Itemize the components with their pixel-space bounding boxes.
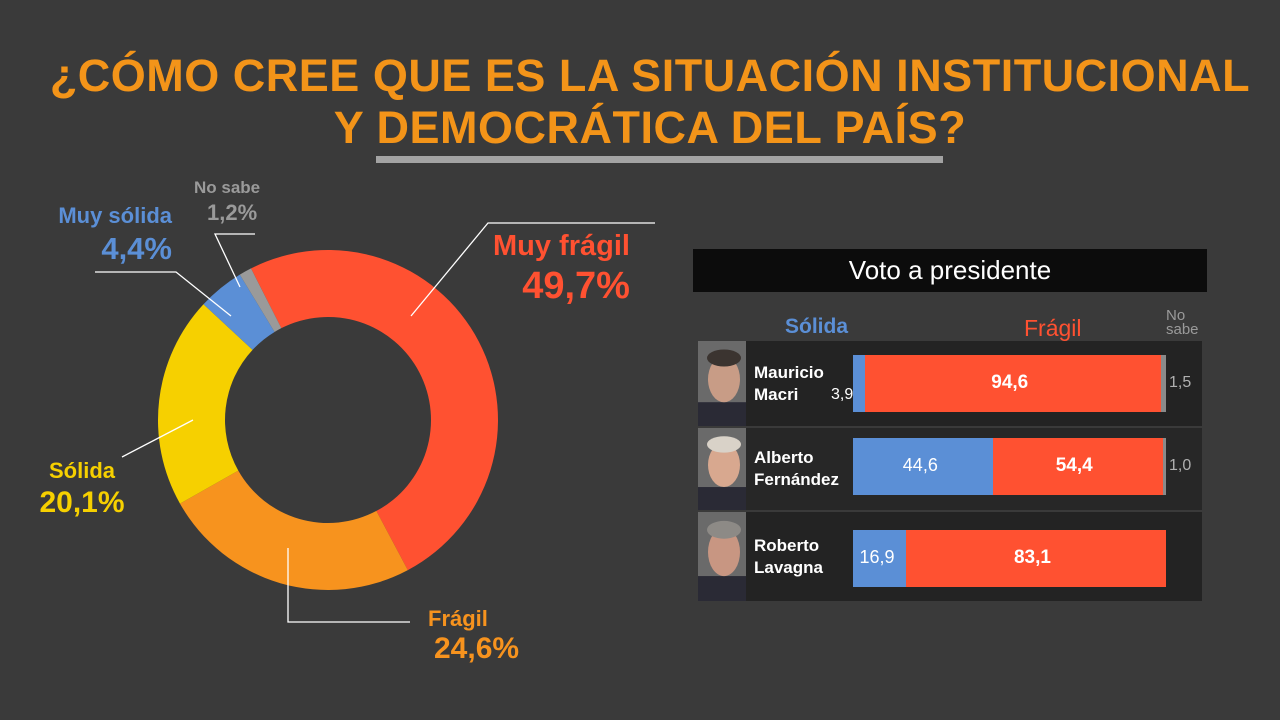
title-underline (376, 156, 943, 163)
value-label-no-sabe: 1,5 (1169, 373, 1192, 391)
value-label-fragil: 83,1 (1013, 546, 1051, 568)
bar-segment-fragil (992, 438, 1163, 495)
legend-fragil: Frágil (1024, 315, 1082, 341)
vote-panel-header: Voto a presidente (693, 249, 1207, 292)
bar-segment-fragil (865, 355, 1162, 412)
value-label-no-sabe: 1,0 (1169, 456, 1192, 474)
slice-solida (157, 304, 253, 504)
legend-no-sabe: No sabe (1166, 307, 1199, 338)
vote-row-fernandez: Alberto Fernández 54,4 44,6 1,0 (698, 428, 1202, 510)
value-label-solida: 3,9 (831, 385, 854, 403)
bar-segment-no-sabe (1161, 355, 1166, 412)
bar-segment-fragil (905, 530, 1166, 587)
bar-segment-solida (853, 438, 993, 495)
label-muy-fragil: Muy frágil 49,7% (493, 230, 630, 308)
label-muy-fragil-value: 49,7% (522, 265, 630, 307)
bar-segment-no-sabe (1162, 438, 1166, 495)
label-fragil: Frágil 24,6% (428, 606, 519, 666)
value-label-solida: 16,9 (859, 546, 895, 567)
label-solida-value: 20,1% (39, 486, 125, 519)
leader-no-sabe (213, 233, 255, 288)
value-label-fragil: 54,4 (1055, 454, 1093, 476)
value-label-solida: 44,6 (902, 454, 938, 475)
legend-no-sabe-line2: sabe (1166, 321, 1199, 338)
legend-solida: Sólida (785, 315, 849, 338)
label-no-sabe-name: No sabe (194, 178, 261, 197)
label-muy-solida-name: Muy sólida (58, 203, 172, 228)
candidate-name: Roberto Lavagna (754, 535, 823, 577)
leader-fragil (287, 548, 410, 623)
chart-title: ¿CÓMO CREE QUE ES LA SITUACIÓN INSTITUCI… (0, 50, 1280, 154)
slice-fragil (179, 470, 408, 590)
title-line-2: Y DEMOCRÁTICA DEL PAÍS? (333, 102, 967, 153)
vote-row-macri: Mauricio Macri 94,6 3,9 1,5 (698, 341, 1202, 426)
label-solida: Sólida 20,1% (30, 458, 134, 520)
slice-no-sabe (239, 268, 282, 332)
stacked-bar (853, 355, 1166, 412)
label-muy-solida-value: 4,4% (101, 231, 172, 266)
candidate-photo (698, 428, 746, 510)
label-solida-name: Sólida (48, 458, 115, 483)
bar-segment-solida (853, 355, 866, 412)
leader-muy-solida (95, 271, 232, 317)
label-muy-solida: Muy sólida 4,4% (40, 203, 172, 267)
vote-row-lavagna: Roberto Lavagna 83,1 16,9 (698, 512, 1202, 601)
label-muy-fragil-name: Muy frágil (493, 230, 630, 262)
stacked-bar (853, 530, 1166, 587)
label-fragil-name: Frágil (428, 606, 488, 631)
title-line-1: ¿CÓMO CREE QUE ES LA SITUACIÓN INSTITUCI… (49, 50, 1251, 101)
label-no-sabe-value: 1,2% (206, 200, 258, 225)
bar-segment-solida (853, 530, 906, 587)
value-label-fragil: 94,6 (991, 371, 1029, 393)
leader-solida (121, 419, 194, 458)
slice-muy-solida (203, 274, 275, 350)
candidate-photo (698, 512, 746, 601)
candidate-name: Mauricio Macri (754, 362, 824, 404)
label-no-sabe: No sabe 1,2% (194, 178, 260, 226)
leader-muy-fragil (410, 222, 655, 317)
slice-muy-fragil (251, 250, 498, 571)
candidate-photo (698, 341, 746, 426)
candidate-name: Alberto Fernández (754, 448, 840, 489)
legend-no-sabe-line1: No (1166, 307, 1186, 324)
stacked-bar (853, 438, 1166, 495)
label-fragil-value: 24,6% (434, 632, 520, 665)
